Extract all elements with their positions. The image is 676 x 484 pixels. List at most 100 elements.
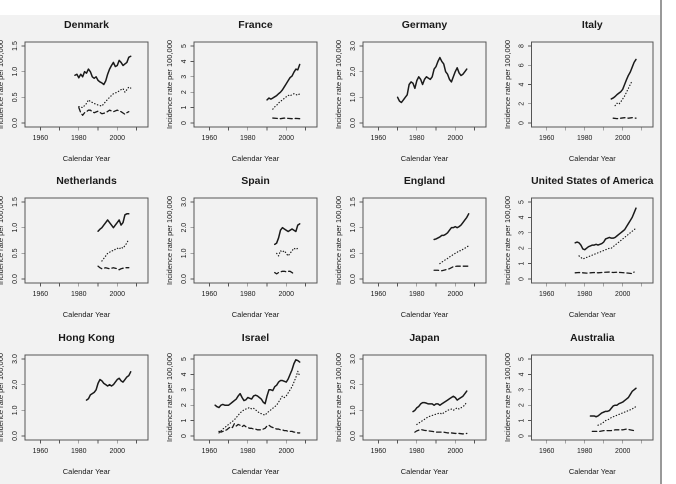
series-solid-line xyxy=(74,55,132,86)
panel-title: Italy xyxy=(582,20,603,31)
panel-title: Australia xyxy=(570,333,615,344)
series-solid-line xyxy=(396,56,468,104)
plot-box xyxy=(24,197,149,284)
series-dashed-line xyxy=(78,106,130,116)
y-tick-label: 0.0 xyxy=(12,431,19,441)
y-tick-label: 1.0 xyxy=(12,67,19,77)
y-tick-label: 0.0 xyxy=(350,274,357,284)
series-solid-line xyxy=(412,390,468,413)
series-dotted-line xyxy=(276,247,299,257)
y-axis-label: Incidence rate per 100,000 xyxy=(165,196,174,285)
panel-title: Spain xyxy=(241,176,270,187)
plot-box xyxy=(24,354,149,441)
panel-title: United States of America xyxy=(531,176,653,187)
country-panel-italy: Italy 1960 1980 2000 0 2 4 6 8 Incidence rate per… xyxy=(493,15,660,171)
x-axis-label: Calendar Year xyxy=(63,467,111,476)
chart-svg: Hong Kong 1960 1980 2000 0.0 1.0 2.0 3.0 Inciden… xyxy=(0,333,149,476)
y-tick-label: 0.5 xyxy=(350,249,357,259)
y-tick-label: 5 xyxy=(519,357,526,361)
chart-svg: France 1960 1980 2000 0 1 2 3 4 5 Incidence rate p… xyxy=(165,20,318,163)
x-tick-label: 1980 xyxy=(240,135,256,142)
chart-svg: United States of America 1960 1980 2000 0 1 2 3… xyxy=(503,176,654,319)
chart-svg: Australia 1960 1980 2000 0 1 2 3 4 5 Incidence rat… xyxy=(503,333,654,476)
y-tick-label: 1.5 xyxy=(12,41,19,51)
y-tick-label: 5 xyxy=(181,357,188,361)
series-dotted-line xyxy=(78,86,132,109)
panel-title: England xyxy=(404,176,445,187)
y-tick-label: 0.0 xyxy=(350,118,357,128)
y-tick-label: 4 xyxy=(181,372,188,376)
y-tick-label: 5 xyxy=(519,200,526,204)
plot-box xyxy=(531,354,654,441)
panel-title: Israel xyxy=(242,333,269,344)
plot-box xyxy=(531,41,654,128)
y-tick-label: 3 xyxy=(181,388,188,392)
x-tick-label: 1960 xyxy=(202,448,218,455)
x-tick-label: 2000 xyxy=(109,135,125,142)
plot-box xyxy=(531,197,654,284)
right-margin-divider xyxy=(660,0,676,484)
x-axis-label: Calendar Year xyxy=(232,154,280,163)
country-panel-spain: Spain 1960 1980 2000 0.0 1.0 2.0 3.0 Incidence r… xyxy=(155,171,324,327)
panel-title: France xyxy=(238,20,273,31)
y-tick-label: 0.0 xyxy=(12,118,19,128)
series-dotted-line xyxy=(439,245,470,265)
y-tick-label: 2.0 xyxy=(12,379,19,389)
y-tick-label: 8 xyxy=(519,44,526,48)
series-solid-line xyxy=(214,358,301,409)
x-tick-label: 1960 xyxy=(539,135,554,142)
x-tick-label: 1980 xyxy=(577,135,592,142)
y-tick-label: 0.0 xyxy=(181,274,188,284)
panel-title: Hong Kong xyxy=(58,333,114,344)
y-tick-label: 4 xyxy=(519,372,526,376)
x-axis-label: Calendar Year xyxy=(569,467,616,476)
y-tick-label: 0.0 xyxy=(350,431,357,441)
x-axis-label: Calendar Year xyxy=(569,154,616,163)
x-tick-label: 1980 xyxy=(409,135,425,142)
y-tick-label: 3.0 xyxy=(181,197,188,207)
series-dashed-line xyxy=(612,117,637,120)
x-tick-label: 2000 xyxy=(278,448,294,455)
y-tick-label: 2.0 xyxy=(350,379,357,389)
y-tick-label: 2 xyxy=(519,247,526,251)
series-solid-line xyxy=(97,213,130,233)
x-tick-label: 1980 xyxy=(71,291,87,298)
panel-title: Netherlands xyxy=(56,176,117,187)
y-tick-label: 1.0 xyxy=(350,92,357,102)
y-tick-label: 3 xyxy=(519,231,526,235)
chart-svg: Italy 1960 1980 2000 0 2 4 6 8 Incidence rate per… xyxy=(503,20,654,163)
y-tick-label: 0.0 xyxy=(12,274,19,284)
y-tick-label: 5 xyxy=(181,44,188,48)
y-tick-label: 4 xyxy=(519,82,526,86)
x-tick-label: 1980 xyxy=(577,291,592,298)
country-panel-france: France 1960 1980 2000 0 1 2 3 4 5 Incidence rate p… xyxy=(155,15,324,171)
x-tick-label: 2000 xyxy=(615,135,630,142)
series-solid-line xyxy=(266,63,301,101)
chart-svg: Netherlands 1960 1980 2000 0.0 0.5 1.0 1.5 Incid… xyxy=(0,176,149,319)
x-tick-label: 1960 xyxy=(539,291,554,298)
series-dashed-line xyxy=(218,422,301,434)
y-tick-label: 1.5 xyxy=(12,197,19,207)
series-dotted-line xyxy=(597,405,637,426)
x-tick-label: 1980 xyxy=(409,291,425,298)
series-solid-line xyxy=(574,207,637,251)
plot-box xyxy=(362,197,487,284)
series-dashed-line xyxy=(591,428,635,432)
series-dashed-line xyxy=(574,271,635,275)
plot-box xyxy=(193,197,318,284)
x-tick-label: 1960 xyxy=(202,291,218,298)
y-tick-label: 2 xyxy=(181,403,188,407)
y-tick-label: 6 xyxy=(519,63,526,67)
y-tick-label: 3.0 xyxy=(350,354,357,364)
y-tick-label: 1 xyxy=(519,418,526,422)
y-tick-label: 0 xyxy=(181,434,188,438)
x-tick-label: 1980 xyxy=(240,448,256,455)
x-axis-label: Calendar Year xyxy=(401,467,449,476)
x-axis-label: Calendar Year xyxy=(232,467,280,476)
x-axis-label: Calendar Year xyxy=(63,310,111,319)
y-tick-label: 0 xyxy=(519,277,526,281)
y-tick-label: 1.0 xyxy=(12,223,19,233)
x-axis-label: Calendar Year xyxy=(401,154,449,163)
y-axis-label: Incidence rate per 100,000 xyxy=(503,40,512,129)
x-tick-label: 2000 xyxy=(447,448,463,455)
